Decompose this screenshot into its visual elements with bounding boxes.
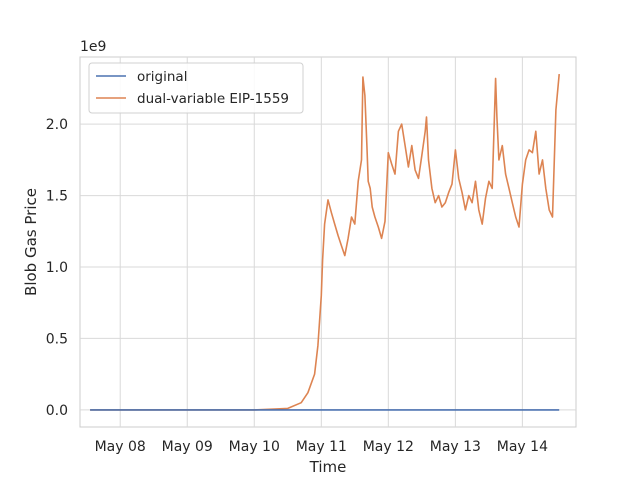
y-axis-label: Blob Gas Price [22, 188, 40, 296]
plot-area [79, 56, 577, 428]
x-tick-label: May 11 [296, 439, 347, 455]
y-tick-label: 0.0 [46, 403, 68, 419]
x-axis-label: Time [309, 458, 347, 476]
grid [80, 57, 576, 427]
x-tick-label: May 10 [229, 439, 280, 455]
y-tick-label: 2.0 [46, 117, 68, 133]
x-tick-label: May 12 [363, 439, 414, 455]
series-line-dual-variable [90, 74, 560, 411]
tick-labels: May 08 May 09 May 10 May 11 May 12 May 13 May … [46, 117, 548, 455]
legend-label-original: original [137, 69, 187, 85]
x-tick-label: May 13 [430, 439, 481, 455]
series-layer [90, 74, 560, 411]
y-tick-label: 1.0 [46, 260, 68, 276]
y-tick-label: 0.5 [46, 331, 68, 347]
legend-label-dual-variable: dual-variable EIP-1559 [137, 91, 289, 107]
y-offset-label: 1e9 [80, 39, 106, 55]
x-tick-label: May 09 [162, 439, 213, 455]
x-tick-label: May 14 [497, 439, 548, 455]
legend: original dual-variable EIP-1559 [88, 62, 304, 114]
x-tick-label: May 08 [95, 439, 146, 455]
y-tick-label: 1.5 [46, 189, 68, 205]
legend-box [88, 62, 304, 114]
